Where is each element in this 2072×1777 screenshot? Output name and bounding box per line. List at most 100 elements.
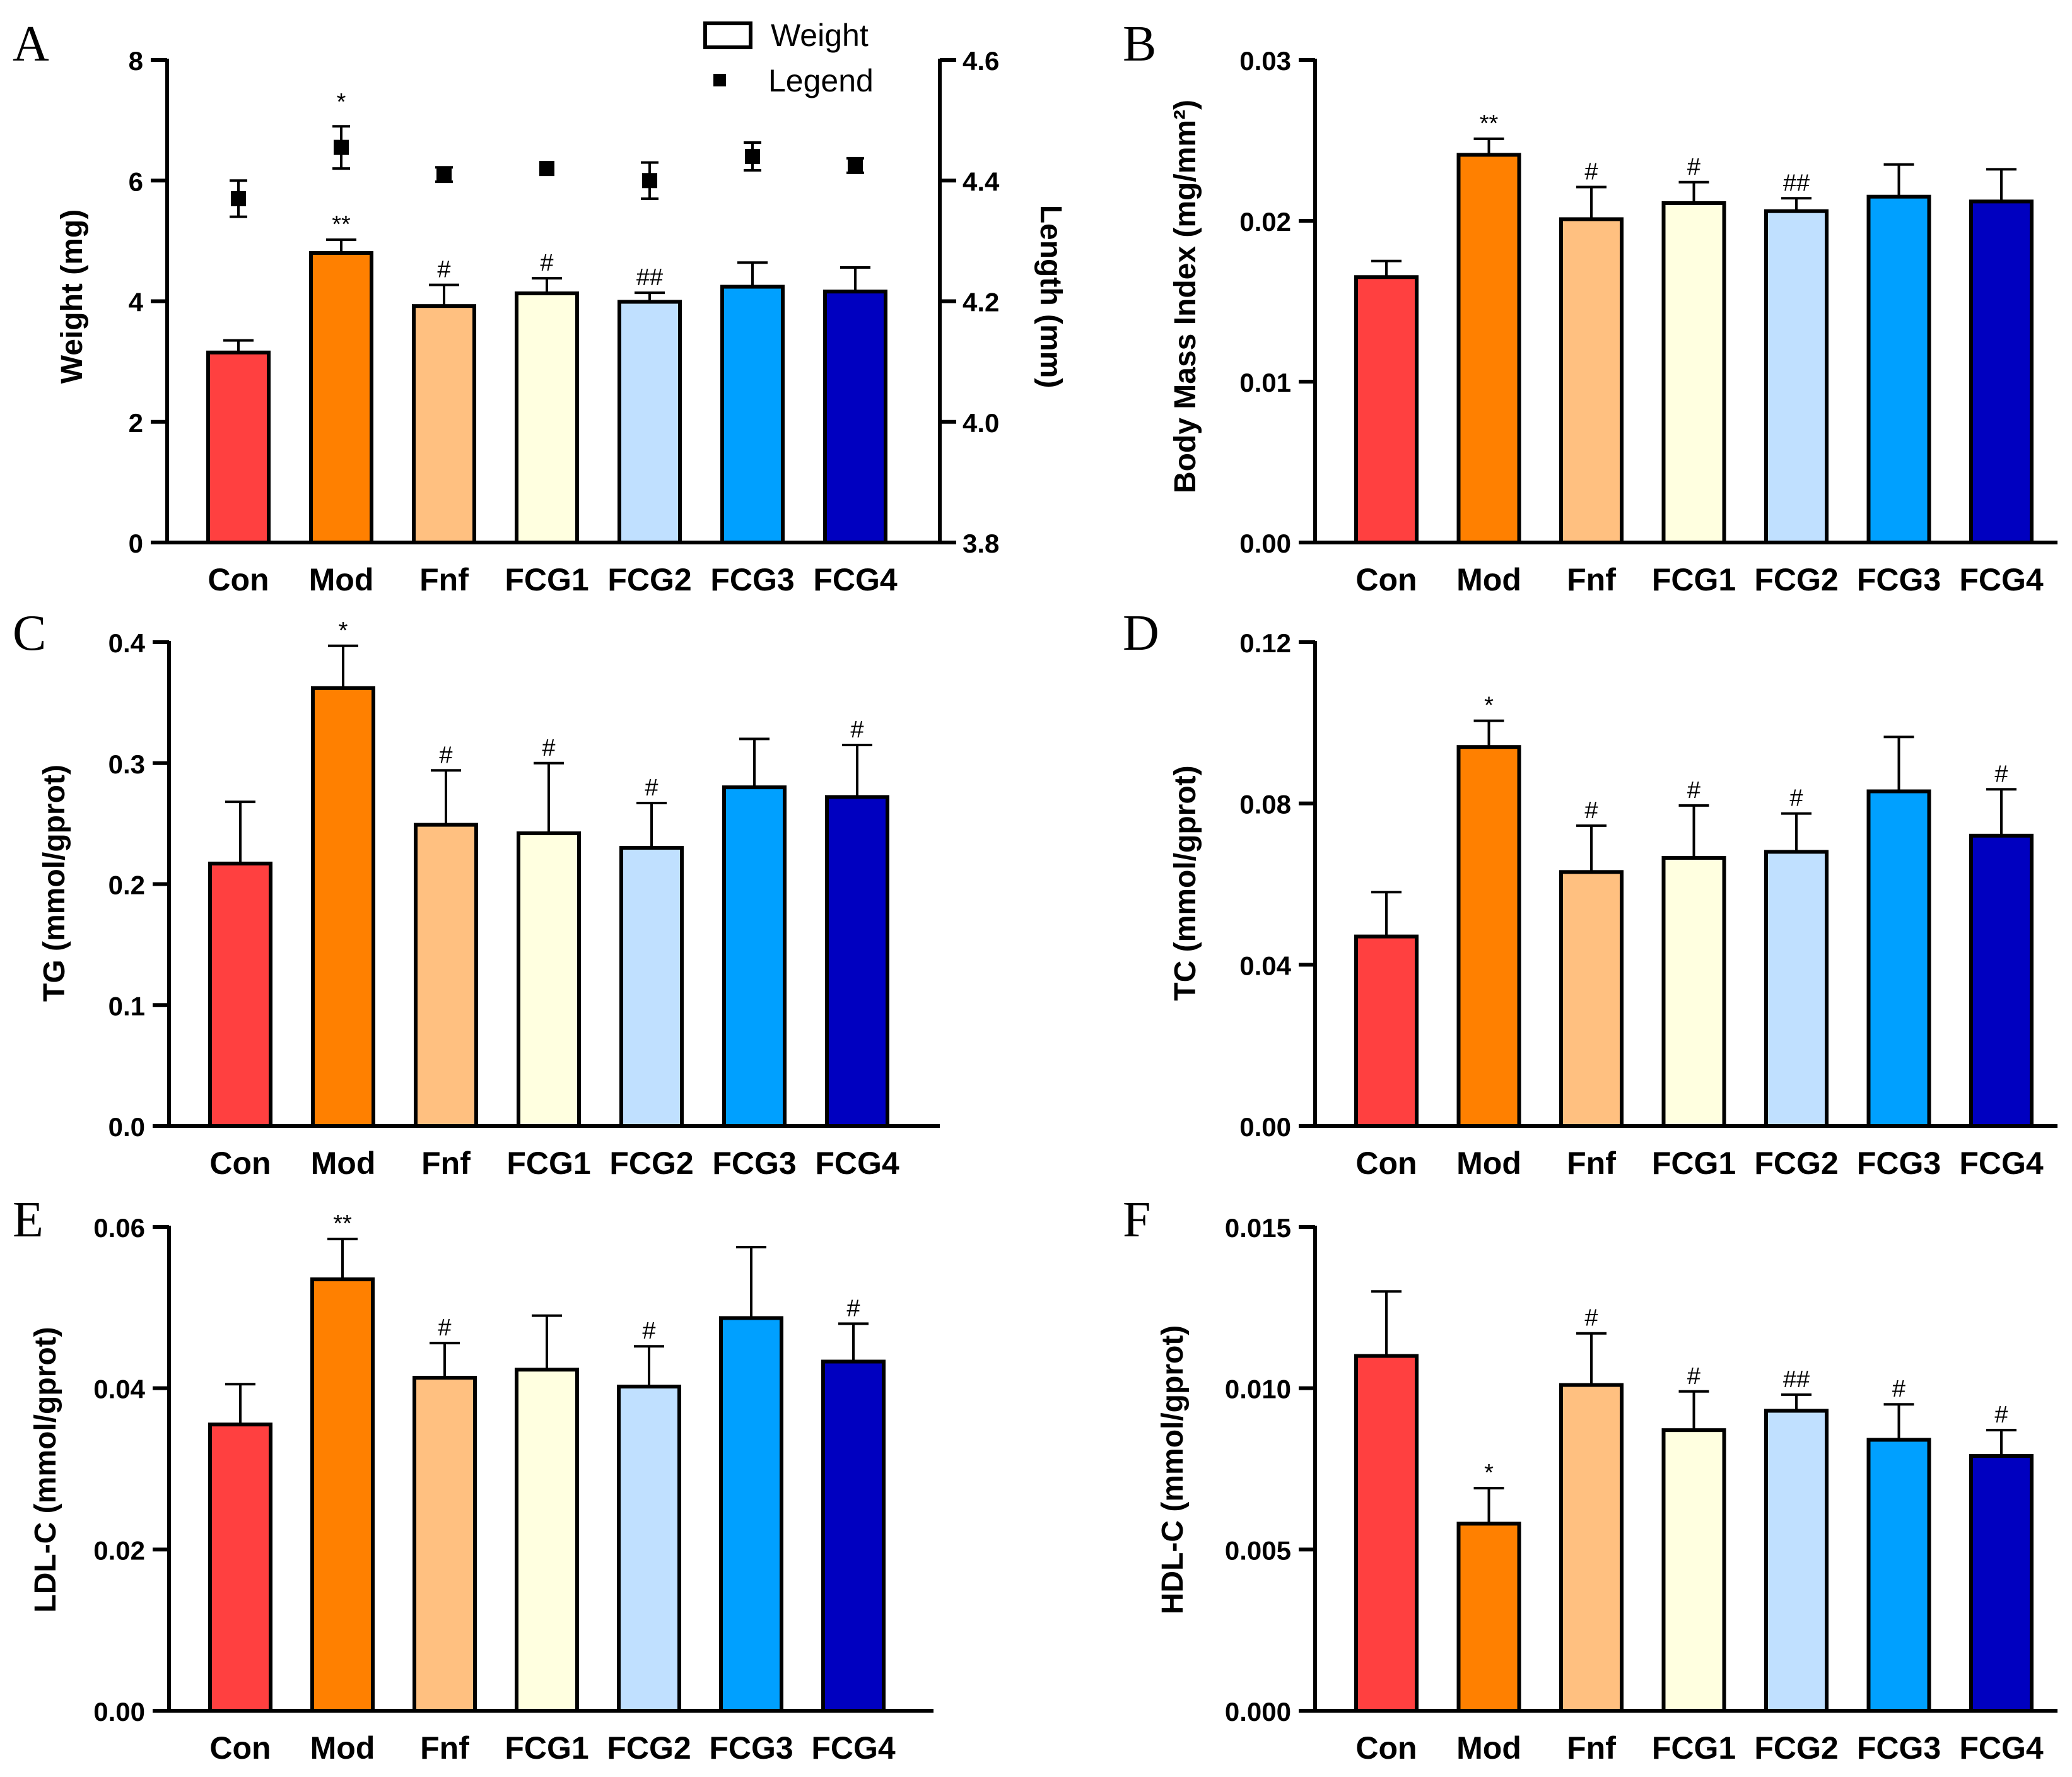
x-tick-label: Fnf (419, 562, 469, 597)
significance-label: # (1584, 797, 1598, 824)
x-tick-label: FCG4 (1959, 1146, 2044, 1181)
bar (1661, 201, 1726, 544)
significance-label: # (1687, 154, 1700, 180)
bar (1969, 1454, 2034, 1713)
y-tick-label: 0.00 (1239, 529, 1291, 558)
significance-label: # (1892, 1376, 1905, 1402)
y-tick-label: 0.06 (93, 1213, 145, 1243)
y-axis-label: TG (mmol/gprot) (38, 765, 71, 1002)
data-point (745, 149, 760, 164)
significance-label: # (846, 1295, 860, 1322)
legend-point-label: Legend (768, 63, 874, 98)
y-tick-label: 0.015 (1225, 1213, 1291, 1243)
x-tick-label: FCG2 (607, 562, 691, 597)
significance-label: ## (1783, 1366, 1810, 1393)
panel-letter: B (1123, 16, 1156, 72)
x-tick-label: Mod (311, 1146, 376, 1181)
x-tick-label: Con (209, 1146, 271, 1181)
panel-a: A Weight (mg) Length (mm) Weight Legend … (13, 16, 1067, 597)
x-tick-label: FCG3 (712, 1146, 796, 1181)
bar (309, 251, 373, 544)
significance-label: # (1687, 1363, 1700, 1390)
y-tick-label: 0.12 (1239, 628, 1291, 658)
bar (1969, 833, 2034, 1129)
panel-f: F HDL-C (mmol/gprot) 0.000 0.005 0.010 0.01… (1123, 1192, 2057, 1766)
bar (515, 1368, 579, 1713)
significance-label: # (1584, 1305, 1598, 1332)
x-tick-label: Fnf (421, 1146, 471, 1181)
bar (1866, 1438, 1931, 1713)
significance-label: # (542, 735, 555, 761)
significance-label: ** (1480, 110, 1499, 137)
x-tick-label: FCG2 (607, 1730, 691, 1766)
bar (310, 1277, 375, 1713)
y-tick-label: 0.000 (1225, 1697, 1291, 1727)
x-tick-label: FCG4 (811, 1730, 896, 1766)
bar (412, 304, 476, 544)
y-tick-label: 0.08 (1239, 790, 1291, 819)
y-tick-label: 0.0 (108, 1112, 145, 1142)
y-tick-label: 0.03 (1239, 46, 1291, 76)
x-tick-label: Fnf (1567, 562, 1616, 597)
significance-label: ** (332, 211, 351, 238)
bar (1764, 1409, 1829, 1713)
legend: Weight Legend (703, 18, 874, 98)
y-tick-label: 0.02 (93, 1535, 145, 1565)
x-tick-label: Con (208, 562, 269, 597)
significance-label: # (438, 1315, 451, 1341)
x-tick-label: FCG2 (1754, 1730, 1838, 1766)
bar (1456, 745, 1521, 1128)
y-tick-label: 0.04 (93, 1375, 145, 1404)
bar (1559, 870, 1624, 1128)
significance-label: # (1789, 785, 1803, 812)
x-tick-label: FCG1 (505, 562, 588, 597)
y2-tick-label: 4.2 (963, 288, 999, 317)
significance-label: * (1484, 693, 1494, 719)
significance-label: # (1994, 761, 2008, 787)
bar (1456, 1522, 1521, 1713)
significance-label: * (1484, 1460, 1494, 1486)
y-tick-label: 0.04 (1239, 951, 1291, 980)
data-point (334, 139, 349, 155)
x-tick-label: Mod (1456, 1730, 1521, 1766)
x-tick-label: Con (209, 1730, 271, 1766)
bar (722, 785, 787, 1128)
x-tick-label: FCG2 (1754, 1146, 1838, 1181)
x-tick-label: FCG3 (1857, 1730, 1941, 1766)
x-tick-label: Mod (1456, 562, 1521, 597)
bar (1354, 275, 1419, 544)
significance-label: # (645, 775, 658, 801)
bar (515, 291, 579, 544)
bar (206, 350, 271, 544)
data-point (642, 173, 657, 189)
y-tick-label: 0.4 (108, 628, 146, 658)
y-tick-label: 0.3 (108, 749, 145, 779)
x-tick-label: FCG1 (1652, 562, 1736, 597)
significance-label: ## (636, 264, 663, 291)
x-tick-label: FCG3 (710, 562, 794, 597)
legend-weight-label: Weight (771, 18, 869, 53)
bar (1661, 855, 1726, 1129)
significance-label: # (850, 717, 863, 743)
bar (823, 290, 887, 544)
y-tick-label: 0 (129, 529, 143, 558)
x-tick-label: FCG4 (813, 562, 898, 597)
significance-label: # (642, 1318, 655, 1344)
significance-label: * (339, 618, 348, 644)
bar (208, 1422, 272, 1713)
panel-c: C TG (mmol/gprot) 0.0 0.1 0.2 0.3 0.4 Con * Mod… (13, 606, 940, 1181)
y-tick-label: 0.005 (1225, 1535, 1291, 1565)
x-tick-label: Fnf (420, 1730, 469, 1766)
bar (517, 831, 581, 1128)
x-tick-label: Mod (1456, 1146, 1521, 1181)
x-tick-label: Fnf (1567, 1730, 1616, 1766)
x-tick-label: Mod (310, 1730, 375, 1766)
x-tick-label: FCG3 (1857, 1146, 1941, 1181)
panel-letter: C (13, 606, 46, 661)
y-tick-label: 4 (129, 288, 144, 317)
data-point (848, 158, 863, 173)
x-tick-label: FCG4 (815, 1146, 899, 1181)
bar (1764, 209, 1829, 544)
y-tick-label: 0.1 (108, 991, 145, 1021)
